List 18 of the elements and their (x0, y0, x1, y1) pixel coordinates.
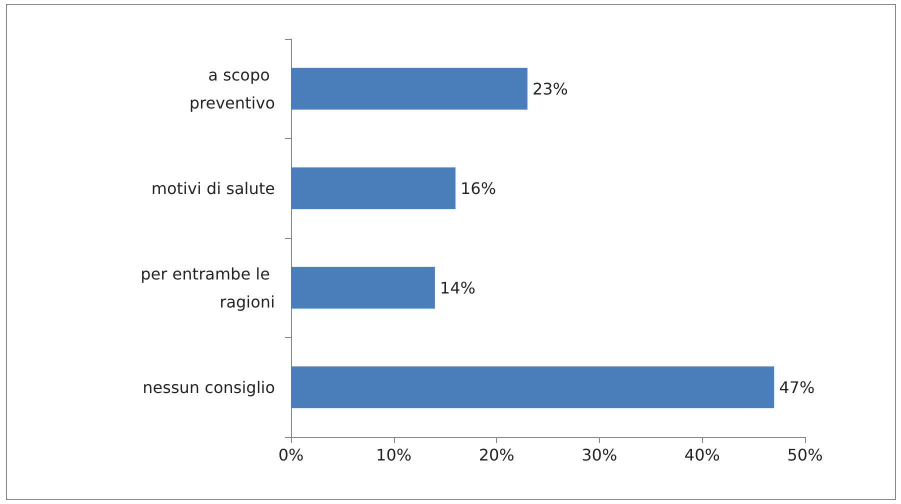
data-label: 14% (440, 278, 476, 298)
data-label: 47% (779, 378, 815, 397)
x-tick-label: 50% (787, 446, 823, 464)
x-tick-label: 10% (376, 446, 412, 464)
y-tick-label: per entrambe le ragioni (140, 264, 275, 312)
x-tick-label: 0% (278, 446, 304, 464)
y-tick-label: a scopo preventivo (189, 65, 275, 112)
x-tick-label: 20% (478, 446, 514, 464)
bar (291, 167, 456, 210)
y-tick-label: nessun consiglio (142, 378, 275, 397)
data-label: 16% (460, 178, 496, 198)
x-tick-label: 40% (684, 446, 720, 464)
bar (291, 68, 528, 110)
bar (291, 266, 435, 309)
bar (291, 366, 774, 408)
y-tick-label: motivi di salute (151, 178, 275, 198)
data-label: 23% (532, 79, 568, 98)
x-tick-label: 30% (582, 446, 618, 464)
